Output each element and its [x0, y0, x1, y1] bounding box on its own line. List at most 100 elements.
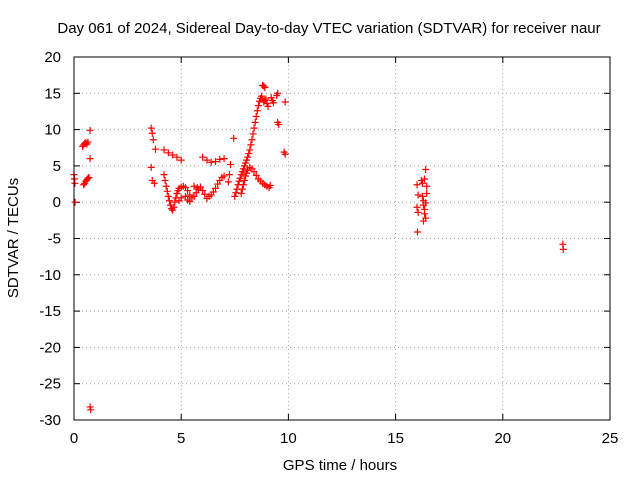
x-tick-label: 25 — [602, 430, 619, 447]
data-point — [207, 158, 215, 166]
data-point — [413, 228, 421, 236]
data-point — [193, 184, 201, 192]
data-point — [212, 158, 220, 166]
x-tick-label: 15 — [387, 430, 404, 447]
data-point — [250, 168, 258, 176]
data-point — [264, 102, 272, 110]
data-point — [281, 150, 289, 158]
data-point — [151, 145, 159, 153]
y-tick-label: 20 — [44, 49, 61, 66]
x-tick-label: 20 — [494, 430, 511, 447]
data-point — [164, 192, 172, 200]
data-point — [251, 118, 259, 126]
data-point — [237, 189, 245, 197]
data-point — [240, 176, 248, 184]
data-point — [254, 102, 262, 110]
data-point — [71, 198, 79, 206]
data-point — [275, 121, 283, 129]
data-point — [260, 82, 268, 90]
data-point — [238, 185, 246, 193]
data-point — [419, 217, 427, 225]
data-point — [423, 182, 431, 190]
x-axis-label: GPS time / hours — [283, 457, 397, 474]
data-point — [148, 129, 156, 137]
data-point — [181, 192, 189, 200]
data-point — [250, 124, 258, 132]
data-point — [86, 126, 94, 134]
data-point — [170, 203, 178, 211]
y-axis-label: SDTVAR / TECUs — [5, 178, 22, 298]
y-tick-label: -30 — [39, 412, 61, 429]
data-point — [224, 178, 232, 186]
data-point — [196, 183, 204, 191]
data-point — [203, 156, 211, 164]
data-point — [281, 98, 289, 106]
data-point — [214, 180, 222, 188]
data-point — [147, 124, 155, 132]
y-tick-label: -10 — [39, 267, 61, 284]
y-tick-label: -15 — [39, 303, 61, 320]
y-tick-label: -25 — [39, 376, 61, 393]
data-point — [190, 182, 198, 190]
data-point — [220, 172, 228, 180]
data-point — [261, 83, 269, 91]
data-point — [413, 203, 421, 211]
data-point — [422, 166, 430, 174]
data-point — [252, 171, 260, 179]
data-point — [414, 208, 422, 216]
data-point — [246, 146, 254, 154]
data-point — [165, 197, 173, 205]
data-point — [201, 190, 209, 198]
y-tick-label: 0 — [53, 194, 61, 211]
data-point — [249, 130, 257, 138]
data-point — [212, 184, 220, 192]
y-axis-tick-labels: -30 -25 -20 -15 -10 -5 0 5 10 15 20 — [39, 49, 61, 429]
data-points — [70, 81, 567, 414]
data-point — [421, 175, 429, 183]
data-point — [418, 192, 426, 200]
data-point — [418, 179, 426, 187]
data-point — [162, 182, 170, 190]
data-point — [253, 107, 261, 115]
data-point — [171, 198, 179, 206]
data-point — [266, 182, 274, 190]
data-point — [239, 181, 247, 189]
data-point — [236, 174, 244, 182]
data-point — [177, 156, 185, 164]
data-point — [559, 245, 567, 253]
data-point — [269, 99, 277, 107]
data-point — [413, 181, 421, 189]
data-point — [248, 136, 256, 144]
data-point — [71, 179, 79, 187]
data-point — [184, 187, 192, 195]
data-point — [169, 151, 177, 159]
data-point — [190, 192, 198, 200]
x-tick-label: 10 — [280, 430, 297, 447]
data-point — [220, 155, 228, 163]
data-point — [252, 113, 260, 121]
data-point — [84, 174, 92, 182]
y-tick-label: -20 — [39, 339, 61, 356]
data-point — [163, 187, 171, 195]
data-point — [245, 150, 253, 158]
chart-title: Day 061 of 2024, Sidereal Day-to-day VTE… — [57, 20, 600, 37]
data-point — [86, 155, 94, 163]
data-point — [230, 134, 238, 142]
data-point — [423, 189, 431, 197]
data-point — [262, 95, 270, 103]
data-point — [85, 174, 93, 182]
data-point — [164, 149, 172, 157]
data-point — [160, 146, 168, 154]
data-point — [147, 163, 155, 171]
data-point — [192, 189, 200, 197]
data-point — [232, 189, 240, 197]
data-point — [216, 155, 224, 163]
y-tick-label: 5 — [53, 158, 61, 175]
grid-lines — [74, 57, 610, 420]
y-tick-label: -5 — [48, 231, 61, 248]
data-point — [149, 136, 157, 144]
data-point — [244, 153, 252, 161]
data-point — [80, 181, 88, 189]
x-axis-tick-labels: 0 5 10 15 20 25 — [70, 430, 619, 447]
